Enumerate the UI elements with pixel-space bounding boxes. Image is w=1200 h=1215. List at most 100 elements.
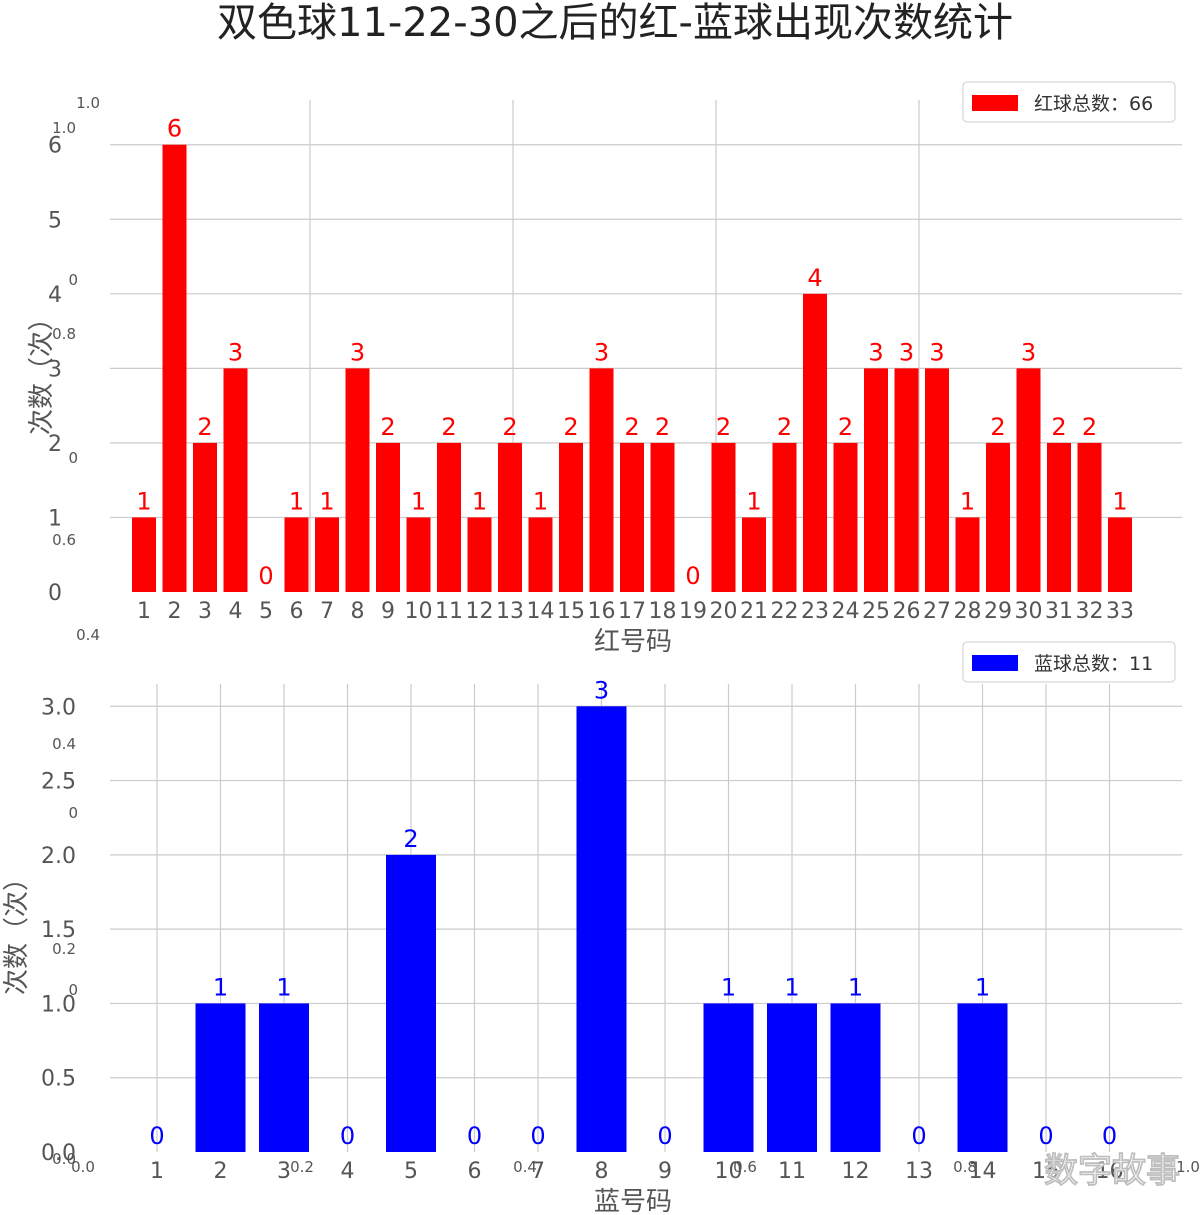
blue-x-tick-label: 6: [468, 1159, 482, 1184]
ghost-axis: 1.01.000.800.60.40.400.200.00.0 0.2 0.4 0.6…: [52, 94, 1200, 1176]
red-bar-value-label: 2: [502, 413, 517, 441]
red-bar: [284, 517, 309, 592]
blue-bar-value-label: 1: [848, 973, 863, 1001]
red-bar-value-label: 3: [350, 338, 365, 366]
blue-chart-y-axis-label: 次数（次）: [2, 865, 32, 995]
blue-x-tick-label: 9: [658, 1159, 672, 1184]
ghost-y-tick-label: 0: [68, 449, 78, 467]
ghost-y-tick-label: 0: [68, 271, 78, 289]
blue-x-tick-label: 7: [531, 1159, 545, 1184]
ghost-y-tick-label: 0: [68, 981, 78, 999]
blue-bar: [767, 1003, 817, 1152]
red-x-tick-label: 20: [710, 599, 738, 624]
red-x-tick-label: 2: [168, 599, 182, 624]
blue-bar-value-label: 1: [213, 973, 228, 1001]
red-bar-value-label: 1: [289, 487, 304, 515]
red-x-tick-label: 32: [1076, 599, 1104, 624]
red-x-tick-label: 12: [466, 599, 494, 624]
blue-bar-value-label: 0: [1102, 1122, 1117, 1150]
red-bar: [1016, 368, 1041, 592]
red-bar: [406, 517, 431, 592]
red-x-tick-label: 22: [771, 599, 799, 624]
red-bar-value-label: 1: [411, 487, 426, 515]
blue-x-tick-label: 11: [778, 1159, 806, 1184]
red-bar-value-label: 3: [868, 338, 883, 366]
red-y-tick-label: 6: [48, 134, 62, 159]
blue-bar: [703, 1003, 754, 1152]
blue-legend-swatch: [972, 655, 1018, 671]
red-bar: [498, 442, 522, 592]
red-bar-value-label: 3: [228, 338, 243, 366]
red-x-tick-label: 3: [198, 599, 212, 624]
blue-chart-x-ticks: 1 2 3 4 5 6 7 8 9 10 11 12 13 14 15 16: [150, 1159, 1124, 1184]
blue-bar-value-label: 1: [975, 973, 990, 1001]
red-chart-legend: 红球总数：66: [962, 81, 1176, 123]
blue-chart-x-axis-label: 蓝号码: [594, 1187, 672, 1215]
blue-bar-value-label: 0: [530, 1122, 545, 1150]
red-bar-value-label: 3: [929, 338, 944, 366]
red-bar: [193, 442, 217, 592]
red-bar-value-label: 2: [777, 413, 792, 441]
ghost-y-tick-label: 0.0: [52, 1150, 76, 1168]
red-x-tick-label: 8: [351, 599, 365, 624]
red-y-tick-label: 0: [48, 581, 62, 606]
red-bar-value-label: 1: [472, 487, 487, 515]
blue-x-tick-label: 13: [905, 1159, 933, 1184]
red-bar-value-label: 2: [1051, 413, 1066, 441]
red-bar-value-label: 1: [136, 487, 151, 515]
red-bar: [376, 442, 400, 592]
red-bar: [864, 368, 888, 592]
red-x-tick-label: 19: [679, 599, 707, 624]
red-y-tick-label: 1: [48, 506, 62, 531]
red-bar: [742, 517, 766, 592]
red-bar: [1077, 442, 1102, 592]
ghost-x-tick-label: 0.6: [733, 1158, 757, 1176]
red-bar-value-label: 3: [899, 338, 914, 366]
red-bar: [711, 442, 736, 592]
red-bar-value-label: 1: [319, 487, 334, 515]
blue-bar-value-label: 0: [149, 1122, 164, 1150]
red-x-tick-label: 6: [290, 599, 304, 624]
red-bar-value-label: 2: [197, 413, 212, 441]
ghost-x-tick-label: 1.0: [1176, 1158, 1200, 1176]
blue-x-tick-label: 12: [842, 1159, 870, 1184]
blue-bar-value-label: 0: [657, 1122, 672, 1150]
blue-bar-value-label: 1: [276, 973, 291, 1001]
ghost-y-tick-label: 1.0: [52, 119, 76, 137]
red-legend-label: 红球总数：66: [1034, 93, 1153, 115]
red-x-tick-label: 16: [588, 599, 616, 624]
red-x-tick-label: 33: [1106, 599, 1134, 624]
red-bar-value-label: 3: [1021, 338, 1036, 366]
red-bar-value-label: 2: [380, 413, 395, 441]
red-bar-value-label: 0: [685, 562, 700, 590]
red-bar-value-label: 3: [594, 338, 609, 366]
red-bar-value-label: 0: [258, 562, 273, 590]
blue-chart-y-ticks: 0.0 0.5 1.0 1.5 2.0 2.5 3.0: [41, 695, 76, 1166]
red-chart-bars: [132, 144, 1132, 592]
red-bar: [559, 442, 583, 592]
red-bar-value-label: 1: [960, 487, 975, 515]
red-bar: [650, 442, 675, 592]
red-bar: [1047, 442, 1071, 592]
blue-x-tick-label: 2: [214, 1159, 228, 1184]
blue-bar-value-label: 1: [721, 973, 736, 1001]
red-bar: [223, 368, 248, 592]
blue-y-tick-label: 2.5: [41, 770, 76, 795]
red-x-tick-label: 4: [229, 599, 243, 624]
red-x-tick-label: 14: [527, 599, 555, 624]
red-x-tick-label: 10: [405, 599, 433, 624]
blue-bar-value-label: 3: [594, 676, 609, 704]
red-y-tick-label: 5: [48, 208, 62, 233]
blue-y-tick-label: 2.0: [41, 844, 76, 869]
red-bar: [589, 368, 614, 592]
red-y-tick-label: 3: [48, 357, 62, 382]
red-x-tick-label: 18: [649, 599, 677, 624]
blue-y-tick-label: 0.0: [41, 1141, 76, 1166]
blue-x-tick-label: 1: [150, 1159, 164, 1184]
red-bar-value-label: 2: [716, 413, 731, 441]
red-bar: [132, 517, 156, 592]
red-bar-value-label: 2: [838, 413, 853, 441]
red-x-tick-label: 27: [923, 599, 951, 624]
red-x-tick-label: 21: [740, 599, 768, 624]
